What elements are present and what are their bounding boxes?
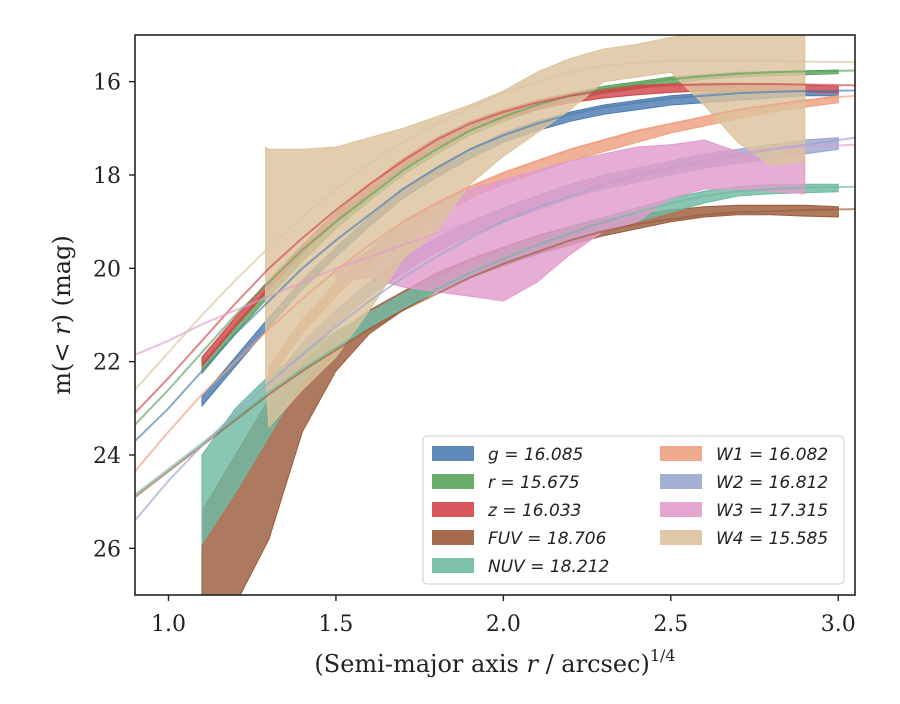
y-axis-label: m(< r) (mag) (48, 235, 76, 395)
series-curve-w4 (135, 59, 855, 391)
legend-swatch-fuv (432, 530, 474, 545)
x-axis-label-suffix: / arcsec) (538, 650, 650, 678)
legend-label-w3: W3 = 17.315 (716, 501, 828, 521)
legend: g = 16.085 r = 15.675 z = 16.033 FUV = 18.7… (422, 435, 845, 585)
legend-label-z: z = 16.033 (487, 501, 581, 521)
legend-label-fuv: FUV = 18.706 (488, 529, 607, 549)
legend-label-w2: W2 = 16.812 (716, 473, 828, 493)
legend-swatch-w3 (660, 502, 702, 517)
series-band-w4 (265, 35, 806, 429)
y-axis-ticks: 16 18 20 22 24 26 (93, 71, 135, 562)
series-curve-w1 (135, 94, 855, 472)
x-tick-label: 2.5 (653, 612, 688, 637)
series-curve-nuv (135, 185, 855, 496)
x-tick-label: 1.5 (318, 612, 353, 637)
y-tick-label: 24 (93, 444, 121, 469)
x-axis-label-prefix: (Semi-major axis (314, 650, 526, 678)
x-axis-label-exponent: 1/4 (650, 646, 676, 665)
lines-layer (135, 59, 855, 521)
legend-label-w4: W4 = 15.585 (716, 529, 828, 549)
series-band-w3 (335, 139, 806, 302)
legend-swatch-w1 (660, 446, 702, 461)
series-curve-w3 (135, 143, 855, 356)
legend-label-w1: W1 = 16.082 (716, 445, 828, 465)
legend-swatch-r (432, 474, 474, 489)
x-axis-label: (Semi-major axis r / arcsec)1/4 (314, 646, 675, 678)
legend-label-r: r = 15.675 (488, 473, 580, 493)
series-curve-fuv (135, 208, 855, 498)
legend-box (422, 435, 845, 585)
x-axis-ticks: 1.0 1.5 2.0 2.5 3.0 (151, 595, 856, 637)
series-curve-r (135, 69, 855, 426)
y-tick-label: 26 (93, 537, 121, 562)
bands-layer (201, 35, 839, 595)
x-tick-label: 1.0 (151, 612, 186, 637)
legend-swatch-w2 (660, 474, 702, 489)
series-curve-z (135, 83, 855, 414)
legend-swatch-w4 (660, 530, 702, 545)
y-tick-label: 18 (93, 164, 121, 189)
y-tick-label: 20 (93, 257, 121, 282)
legend-label-nuv: NUV = 18.212 (488, 557, 609, 577)
y-tick-label: 22 (93, 351, 121, 376)
y-axis-label-variable: r (48, 322, 76, 335)
legend-swatch-g (432, 446, 474, 461)
y-tick-label: 16 (93, 71, 121, 96)
legend-swatch-z (432, 502, 474, 517)
x-tick-label: 2.0 (486, 612, 521, 637)
plot-frame (134, 34, 856, 596)
x-tick-label: 3.0 (821, 612, 856, 637)
y-axis-label-suffix: ) (mag) (48, 235, 76, 323)
series-curve-g (135, 89, 855, 442)
legend-swatch-nuv (432, 558, 474, 573)
y-axis-label-prefix: m(< (48, 335, 76, 395)
x-axis-label-variable: r (526, 650, 539, 678)
legend-label-g: g = 16.085 (488, 445, 583, 465)
